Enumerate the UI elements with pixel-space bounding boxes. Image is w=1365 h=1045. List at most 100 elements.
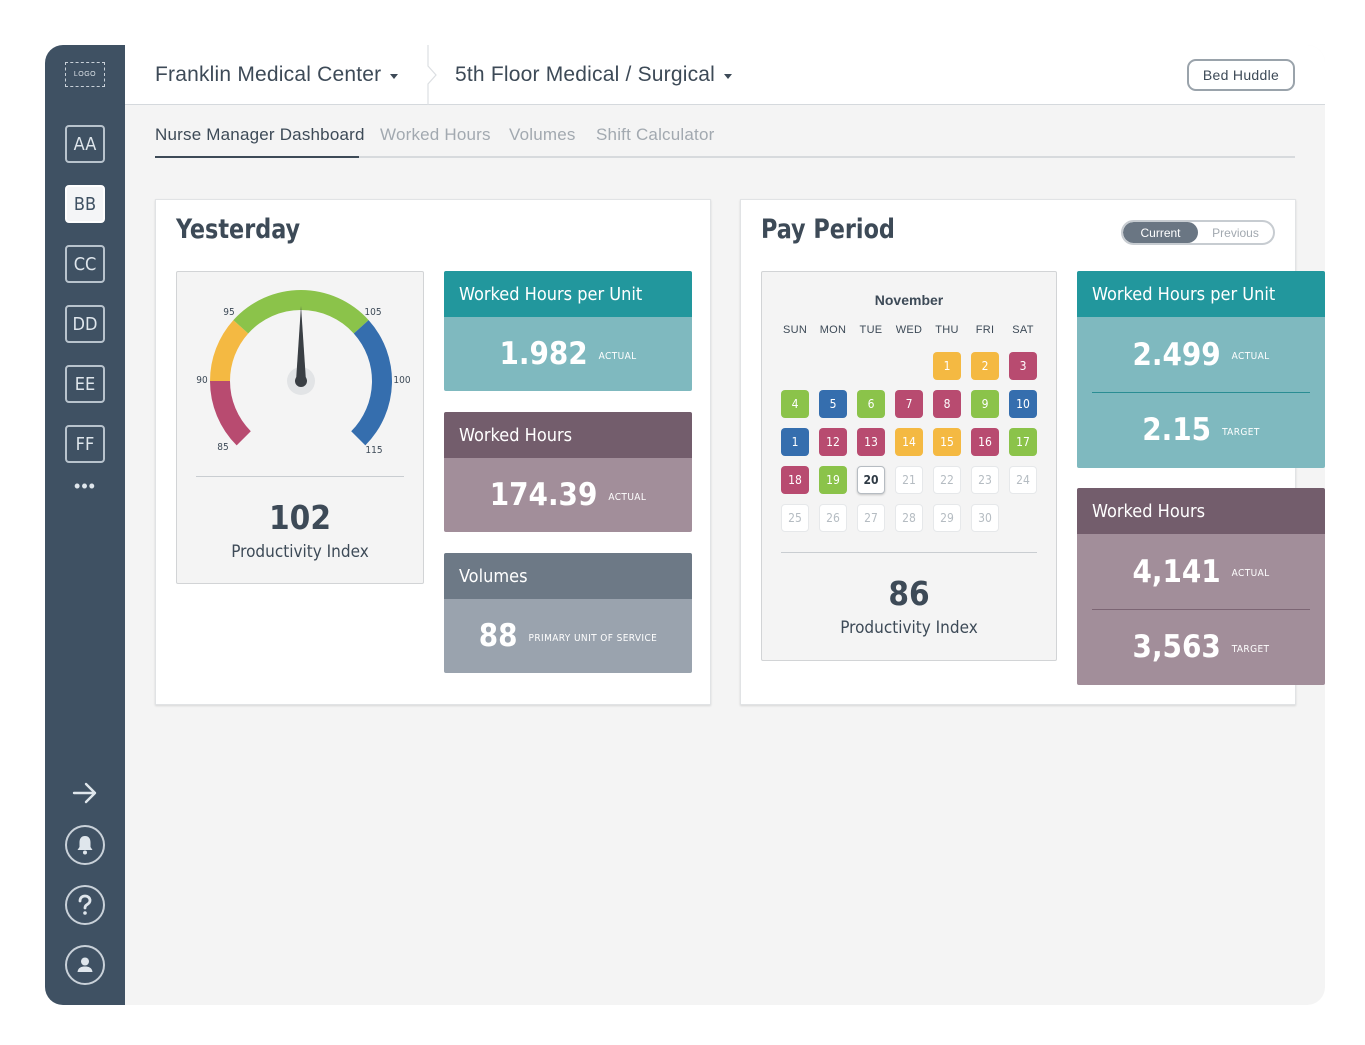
- calendar-day[interactable]: 20: [857, 466, 885, 494]
- calendar-weekday-sat: SAT: [1012, 324, 1034, 336]
- gauge-segment-green: [233, 290, 369, 334]
- gauge-needle: [287, 306, 315, 395]
- calendar-day[interactable]: 13: [857, 428, 885, 456]
- calendar-day[interactable]: 23: [971, 466, 999, 494]
- calendar-day[interactable]: 18: [781, 466, 809, 494]
- calendar-day[interactable]: 7: [895, 390, 923, 418]
- more-units-button[interactable]: •••: [74, 476, 96, 496]
- calendar-weekday-wed: WED: [895, 324, 923, 336]
- calendar-month: November: [874, 292, 944, 308]
- calendar-day[interactable]: 10: [1009, 390, 1037, 418]
- calendar-day[interactable]: 3: [1009, 352, 1037, 380]
- calendar-day[interactable]: 8: [933, 390, 961, 418]
- calendar-day[interactable]: 24: [1009, 466, 1037, 494]
- tab-shift-calculator[interactable]: Shift Calculator: [596, 125, 715, 144]
- calendar-day[interactable]: 22: [933, 466, 961, 494]
- pay-period-title: Pay Period: [761, 214, 895, 245]
- calendar-day[interactable]: 15: [933, 428, 961, 456]
- tab-volumes[interactable]: Volumes: [509, 125, 576, 144]
- bell-icon[interactable]: [65, 825, 105, 865]
- gauge-tick-85: 85: [217, 442, 228, 453]
- calendar-day[interactable]: 2: [971, 352, 999, 380]
- facility-dropdown[interactable]: Franklin Medical Center: [155, 63, 399, 87]
- unit-button-aa[interactable]: AA: [65, 125, 105, 163]
- yesterday-volumes: Volumes 88 PRIMARY UNIT OF SERVICE: [444, 553, 692, 673]
- metric-target-sublabel: TARGET: [1231, 643, 1270, 655]
- yesterday-card: Yesterday 85 90 95 105 100 115 102 Produ…: [155, 199, 711, 705]
- calendar-day[interactable]: 26: [819, 504, 847, 532]
- user-icon[interactable]: [65, 945, 105, 985]
- calendar-weekday-fri: FRI: [975, 324, 995, 336]
- chevron-down-icon: [724, 73, 733, 79]
- gauge-tick-115: 115: [365, 445, 382, 456]
- unit-name: 5th Floor Medical / Surgical: [455, 63, 716, 86]
- metric-sublabel: ACTUAL: [598, 350, 637, 362]
- toggle-current[interactable]: Current: [1123, 222, 1198, 243]
- gauge-tick-100: 100: [393, 375, 410, 386]
- metric-divider: [1092, 392, 1310, 393]
- calendar-day[interactable]: 12: [819, 428, 847, 456]
- calendar-day[interactable]: 19: [819, 466, 847, 494]
- calendar-day[interactable]: 6: [857, 390, 885, 418]
- unit-button-cc[interactable]: CC: [65, 245, 105, 283]
- calendar-day[interactable]: 21: [895, 466, 923, 494]
- metric-actual-value: 4,141: [1132, 553, 1221, 590]
- unit-button-ee[interactable]: EE: [65, 365, 105, 403]
- facility-name: Franklin Medical Center: [155, 63, 382, 86]
- tab-nurse-manager-dashboard[interactable]: Nurse Manager Dashboard: [155, 125, 365, 144]
- gauge-tick-95: 95: [223, 307, 234, 318]
- metric-actual-value: 2.499: [1132, 336, 1221, 373]
- pay-period-productivity-value: 86: [888, 574, 930, 613]
- tab-bar: Nurse Manager Dashboard Worked Hours Vol…: [155, 105, 1295, 158]
- help-icon[interactable]: [65, 885, 105, 925]
- yesterday-worked-hours-per-unit: Worked Hours per Unit 1.982 ACTUAL: [444, 271, 692, 391]
- metric-sublabel: ACTUAL: [608, 491, 647, 503]
- calendar-weekday-mon: MON: [819, 324, 847, 336]
- calendar-divider: [781, 552, 1037, 553]
- calendar-day[interactable]: 4: [781, 390, 809, 418]
- arrow-right-icon[interactable]: [65, 773, 105, 813]
- metric-divider: [1092, 609, 1310, 610]
- calendar-weekday-thu: THU: [935, 324, 959, 336]
- calendar-day[interactable]: 9: [971, 390, 999, 418]
- metric-title: Worked Hours per Unit: [444, 271, 692, 317]
- pay-period-productivity-label: Productivity Index: [840, 618, 978, 638]
- unit-button-bb[interactable]: BB: [65, 185, 105, 223]
- calendar-day[interactable]: 14: [895, 428, 923, 456]
- calendar-day[interactable]: 17: [1009, 428, 1037, 456]
- metric-target-sublabel: TARGET: [1222, 426, 1260, 438]
- unit-dropdown[interactable]: 5th Floor Medical / Surgical: [455, 63, 733, 87]
- active-tab-indicator: [155, 156, 359, 158]
- productivity-gauge: 85 90 95 105 100 115: [196, 290, 411, 456]
- unit-button-dd[interactable]: DD: [65, 305, 105, 343]
- chevron-down-icon: [390, 73, 399, 79]
- pay-period-worked-hours: Worked Hours 4,141 ACTUAL 3,563 TARGET: [1077, 488, 1325, 685]
- metric-title: Worked Hours: [1077, 488, 1325, 534]
- productivity-gauge-panel: 85 90 95 105 100 115 102 Productivity In…: [176, 271, 424, 584]
- bed-huddle-button[interactable]: Bed Huddle: [1187, 59, 1295, 91]
- gauge-tick-90: 90: [196, 375, 208, 386]
- tab-worked-hours[interactable]: Worked Hours: [380, 125, 491, 144]
- yesterday-worked-hours: Worked Hours 174.39 ACTUAL: [444, 412, 692, 532]
- calendar-day[interactable]: 29: [933, 504, 961, 532]
- yesterday-title: Yesterday: [176, 214, 301, 245]
- gauge-segment-blue: [351, 320, 392, 446]
- calendar-day[interactable]: 28: [895, 504, 923, 532]
- gauge-divider: [196, 476, 404, 477]
- calendar-day[interactable]: 16: [971, 428, 999, 456]
- calendar-day[interactable]: 1: [781, 428, 809, 456]
- unit-button-ff[interactable]: FF: [65, 425, 105, 463]
- sidebar: LOGO AA BB CC DD EE FF •••: [45, 45, 125, 1005]
- calendar-day[interactable]: 25: [781, 504, 809, 532]
- toggle-previous[interactable]: Previous: [1212, 225, 1259, 240]
- app-window: LOGO AA BB CC DD EE FF ••• Franklin Medi…: [45, 45, 1325, 1005]
- calendar-weekday-sun: SUN: [782, 324, 808, 336]
- calendar-day[interactable]: 5: [819, 390, 847, 418]
- productivity-index-value: 102: [269, 498, 331, 537]
- calendar-day[interactable]: 1: [933, 352, 961, 380]
- gauge-segment-red: [210, 381, 251, 446]
- period-toggle: Current Previous: [1121, 220, 1275, 245]
- calendar-day[interactable]: 30: [971, 504, 999, 532]
- calendar-day[interactable]: 27: [857, 504, 885, 532]
